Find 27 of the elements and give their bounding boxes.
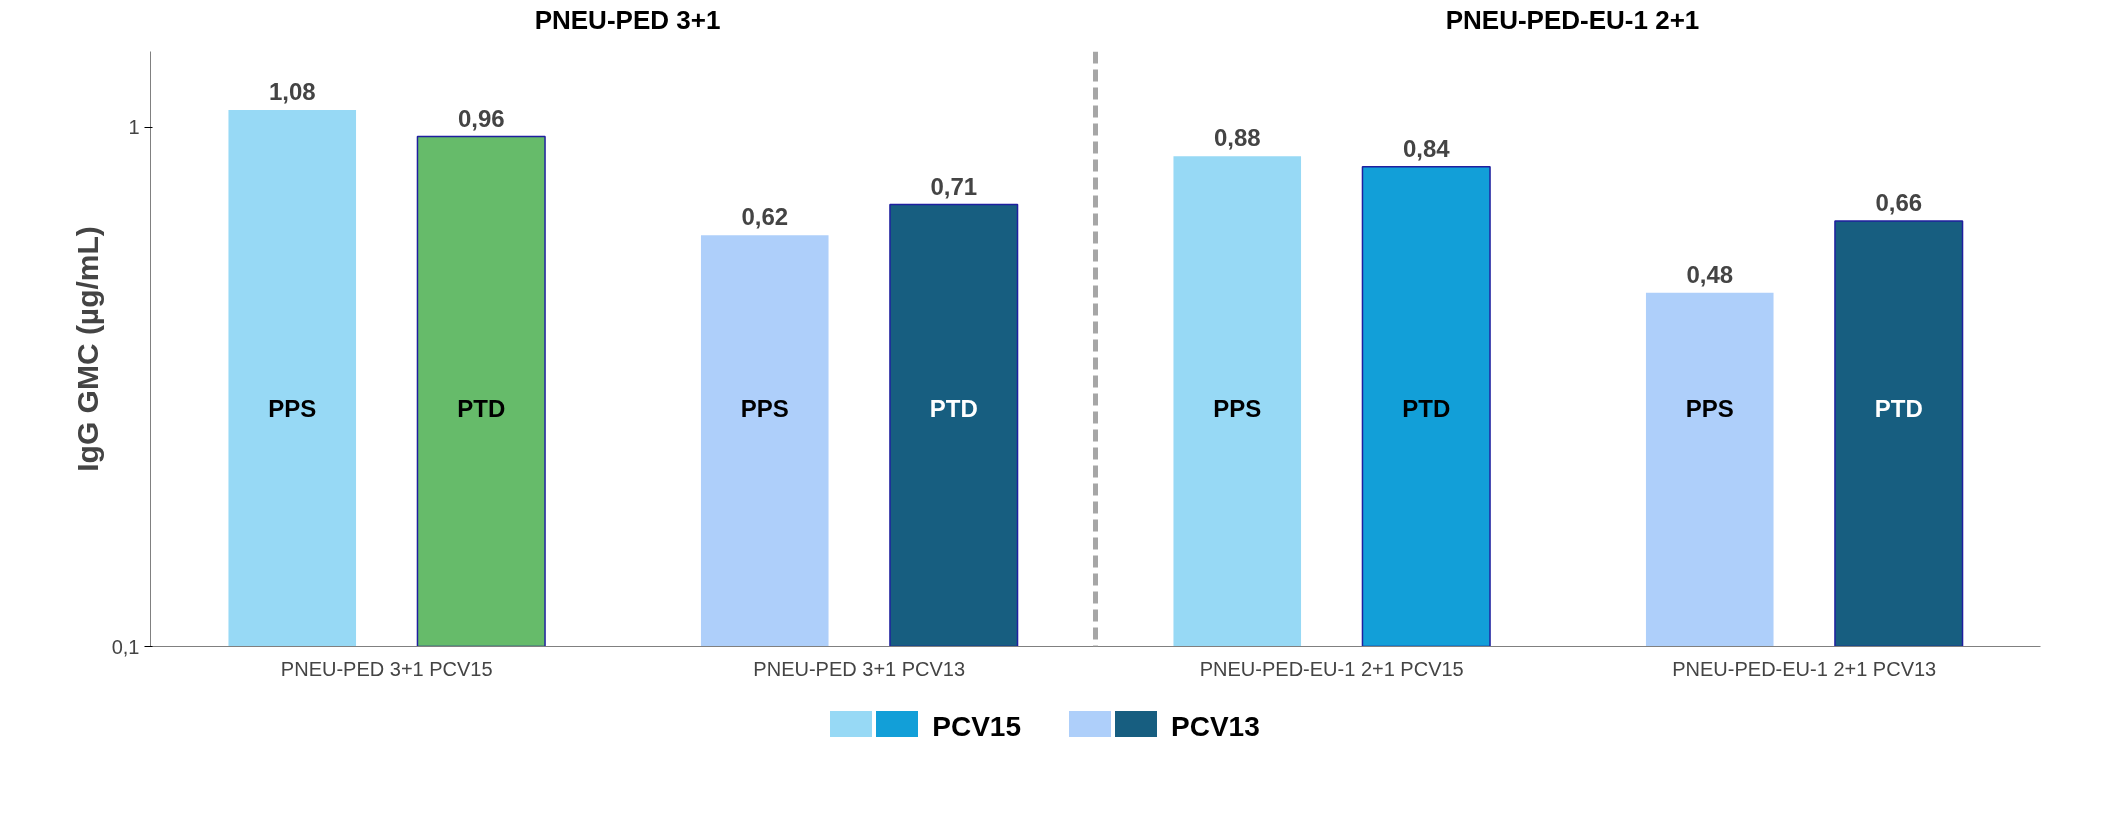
text: PNEU-PED 3+1 xyxy=(533,5,722,36)
text: PCV15 xyxy=(932,711,1021,742)
series-label: PPS xyxy=(740,395,789,422)
data-label: 0,62 xyxy=(741,203,789,231)
text: PNEU-PED-EU-1 2+1 xyxy=(1444,5,1701,36)
text: PPS xyxy=(268,395,317,422)
x-tick-label: PNEU-PED 3+1 PCV15 xyxy=(280,657,493,680)
data-label: 0,71 xyxy=(930,172,978,200)
text: PTD xyxy=(929,395,978,422)
data-label: 0,96 xyxy=(457,104,505,132)
text: PTD xyxy=(1874,395,1923,422)
y-tick-label: 0,1 xyxy=(111,635,140,658)
x-tick-label: PNEU-PED-EU-1 2+1 PCV13 xyxy=(1672,657,1937,680)
y-axis-title: IgG GMC (µg/mL) xyxy=(70,226,104,472)
data-label: 0,66 xyxy=(1875,189,1923,217)
x-tick-label: PNEU-PED-EU-1 2+1 PCV15 xyxy=(1199,657,1464,680)
y-tick-label: 1 xyxy=(128,116,140,139)
text: PTD xyxy=(1402,395,1451,422)
data-label: 1,08 xyxy=(268,78,316,106)
data-label: 0,48 xyxy=(1686,260,1734,288)
x-tick-label: PNEU-PED 3+1 PCV13 xyxy=(753,657,966,680)
text: PPS xyxy=(1685,395,1734,422)
data-label: 0,88 xyxy=(1213,124,1261,152)
text: PPS xyxy=(1213,395,1262,422)
series-label: PTD xyxy=(457,395,506,422)
data-label: 0,84 xyxy=(1402,134,1451,162)
text: PCV13 xyxy=(1171,711,1260,742)
